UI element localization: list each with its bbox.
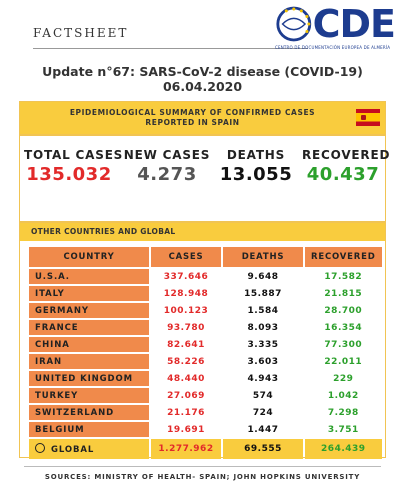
stat-total-cases: TOTAL CASES 135.032 [24, 148, 124, 185]
eu-stars-globe-icon [276, 6, 312, 42]
stat-label: NEW CASES [123, 148, 211, 162]
column-header-recovered: RECOVERED [305, 247, 382, 267]
stat-recovered: RECOVERED 40.437 [302, 148, 391, 185]
country-cell: BELGIUM [29, 422, 149, 437]
deaths-cell: 3.603 [223, 354, 303, 369]
cases-cell: 21.176 [151, 405, 221, 420]
country-cell: ITALY [29, 286, 149, 301]
header-divider [33, 48, 308, 49]
stat-label: RECOVERED [302, 148, 391, 162]
global-recovered-cell: 264.439 [305, 439, 382, 459]
cases-cell: 128.948 [151, 286, 221, 301]
footer-divider [24, 466, 381, 467]
factsheet-label: FACTSHEET [33, 26, 129, 40]
flag-crest [361, 115, 366, 120]
deaths-cell: 9.648 [223, 269, 303, 284]
recovered-cell: 16.354 [305, 320, 382, 335]
spain-summary-header: EPIDEMIOLOGICAL SUMMARY OF CONFIRMED CAS… [20, 102, 385, 136]
sources-footnote: SOURCES: MINISTRY OF HEALTH- SPAIN; JOHN… [44, 473, 361, 481]
country-cell: SWITZERLAND [29, 405, 149, 420]
global-deaths-cell: 69.555 [223, 439, 303, 459]
spain-summary-heading: EPIDEMIOLOGICAL SUMMARY OF CONFIRMED CAS… [40, 108, 345, 128]
recovered-cell: 77.300 [305, 337, 382, 352]
logo-wordmark: CDE [312, 2, 396, 46]
table-row: GERMANY 100.123 1.584 28.700 [29, 303, 382, 318]
table-row: BELGIUM 19.691 1.447 3.751 [29, 422, 382, 437]
deaths-cell: 15.887 [223, 286, 303, 301]
other-countries-panel: OTHER COUNTRIES AND GLOBAL COUNTRY CASES… [19, 222, 386, 461]
stat-value: 135.032 [26, 164, 112, 185]
global-row: GLOBAL 1.277.962 69.555 264.439 [29, 439, 382, 459]
country-cell: CHINA [29, 337, 149, 352]
deaths-cell: 1.584 [223, 303, 303, 318]
spain-heading-line-1: EPIDEMIOLOGICAL SUMMARY OF CONFIRMED CAS… [69, 108, 316, 117]
table-row: SWITZERLAND 21.176 724 7.298 [29, 405, 382, 420]
recovered-cell: 7.298 [305, 405, 382, 420]
cases-cell: 100.123 [151, 303, 221, 318]
cases-cell: 93.780 [151, 320, 221, 335]
globe-icon [35, 443, 45, 453]
table-row: TURKEY 27.069 574 1.042 [29, 388, 382, 403]
spain-heading-line-2: REPORTED IN SPAIN [145, 118, 240, 127]
deaths-cell: 3.335 [223, 337, 303, 352]
global-cases-cell: 1.277.962 [151, 439, 221, 459]
table-row: UNITED KINGDOM 48.440 4.943 229 [29, 371, 382, 386]
stat-label: DEATHS [226, 148, 286, 162]
table-body: U.S.A. 337.646 9.648 17.582 ITALY 128.948 15.… [29, 269, 382, 459]
country-cell: IRAN [29, 354, 149, 369]
page-title: Update n°67: SARS-CoV-2 disease (COVID-1… [0, 64, 405, 94]
recovered-cell: 229 [305, 371, 382, 386]
logo-subtitle: CENTRO DE DOCUMENTACIÓN EUROPEA DE ALMER… [275, 45, 391, 50]
recovered-cell: 22.011 [305, 354, 382, 369]
table-row: FRANCE 93.780 8.093 16.354 [29, 320, 382, 335]
deaths-cell: 574 [223, 388, 303, 403]
recovered-cell: 28.700 [305, 303, 382, 318]
title-date: 06.04.2020 [162, 79, 243, 94]
country-cell: GERMANY [29, 303, 149, 318]
stat-value: 13.055 [219, 164, 293, 185]
recovered-cell: 17.582 [305, 269, 382, 284]
stat-label: TOTAL CASES [24, 148, 124, 162]
deaths-cell: 8.093 [223, 320, 303, 335]
global-label: GLOBAL [51, 445, 95, 455]
deaths-cell: 724 [223, 405, 303, 420]
country-cell: UNITED KINGDOM [29, 371, 149, 386]
cases-cell: 337.646 [151, 269, 221, 284]
country-cell: FRANCE [29, 320, 149, 335]
spain-summary-panel: EPIDEMIOLOGICAL SUMMARY OF CONFIRMED CAS… [19, 101, 391, 222]
table-row: U.S.A. 337.646 9.648 17.582 [29, 269, 382, 284]
table-header-row: COUNTRY CASES DEATHS RECOVERED [29, 247, 382, 267]
deaths-cell: 4.943 [223, 371, 303, 386]
stat-new-cases: NEW CASES 4.273 [123, 148, 211, 185]
column-header-deaths: DEATHS [223, 247, 303, 267]
deaths-cell: 1.447 [223, 422, 303, 437]
spain-flag-icon [356, 109, 380, 126]
recovered-cell: 21.815 [305, 286, 382, 301]
cde-logo: CDE CENTRO DE DOCUMENTACIÓN EUROPEA DE A… [275, 2, 396, 56]
other-countries-heading: OTHER COUNTRIES AND GLOBAL [20, 223, 385, 241]
recovered-cell: 3.751 [305, 422, 382, 437]
stat-deaths: DEATHS 13.055 [216, 148, 296, 185]
table-row: ITALY 128.948 15.887 21.815 [29, 286, 382, 301]
cases-cell: 58.226 [151, 354, 221, 369]
stat-value: 4.273 [137, 164, 197, 185]
cases-cell: 48.440 [151, 371, 221, 386]
table-row: IRAN 58.226 3.603 22.011 [29, 354, 382, 369]
country-cell: U.S.A. [29, 269, 149, 284]
stat-value: 40.437 [306, 164, 380, 185]
cases-cell: 27.069 [151, 388, 221, 403]
title-line-1: Update n°67: SARS-CoV-2 disease (COVID-1… [42, 64, 363, 79]
recovered-cell: 1.042 [305, 388, 382, 403]
cases-cell: 19.691 [151, 422, 221, 437]
column-header-cases: CASES [151, 247, 221, 267]
cases-cell: 82.641 [151, 337, 221, 352]
column-header-country: COUNTRY [29, 247, 149, 267]
countries-table: COUNTRY CASES DEATHS RECOVERED U.S.A. 337… [27, 245, 384, 461]
country-cell: TURKEY [29, 388, 149, 403]
table-row: CHINA 82.641 3.335 77.300 [29, 337, 382, 352]
global-label-cell: GLOBAL [29, 439, 149, 459]
